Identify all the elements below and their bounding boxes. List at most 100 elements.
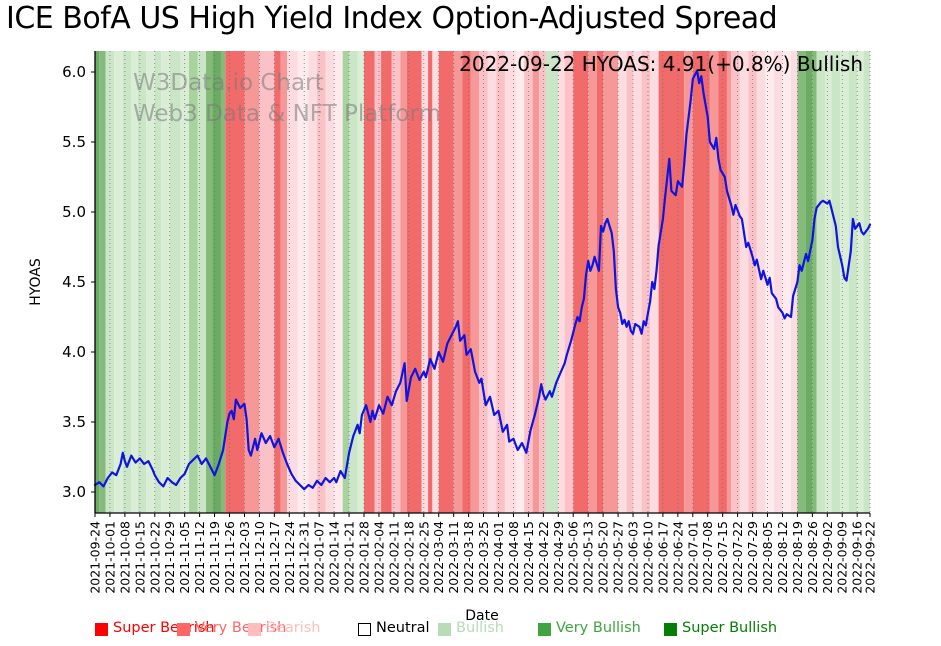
sentiment-band bbox=[539, 51, 546, 513]
sentiment-band bbox=[325, 51, 335, 513]
y-tick-label: 5.5 bbox=[62, 133, 86, 151]
x-tick-label: 2022-07-29 bbox=[745, 521, 760, 594]
sentiment-band bbox=[421, 51, 429, 513]
sentiment-band bbox=[603, 51, 619, 513]
sentiment-band bbox=[726, 51, 732, 513]
sentiment-band bbox=[684, 51, 693, 513]
sentiment-band bbox=[169, 51, 181, 513]
sentiment-band bbox=[782, 51, 792, 513]
sentiment-band bbox=[840, 51, 849, 513]
y-tick-label: 3.5 bbox=[62, 413, 86, 431]
legend-label: Bearish bbox=[266, 620, 321, 636]
legend-swatch bbox=[538, 623, 551, 636]
x-tick-label: 2021-10-22 bbox=[147, 521, 162, 594]
x-tick-label: 2021-12-24 bbox=[282, 521, 297, 594]
sentiment-band bbox=[114, 51, 123, 513]
sentiment-band bbox=[297, 51, 309, 513]
sentiment-band bbox=[739, 51, 749, 513]
x-tick-label: 2022-05-06 bbox=[566, 521, 581, 594]
x-tick-label: 2022-09-16 bbox=[850, 521, 865, 594]
x-tick-label: 2022-02-25 bbox=[416, 521, 431, 594]
sentiment-band bbox=[633, 51, 642, 513]
sentiment-band bbox=[406, 51, 422, 513]
sentiment-band bbox=[831, 51, 841, 513]
sentiment-band bbox=[564, 51, 574, 513]
sentiment-band bbox=[400, 51, 407, 513]
sentiment-band bbox=[317, 51, 326, 513]
sentiment-band bbox=[391, 51, 401, 513]
x-tick-label: 2021-11-12 bbox=[192, 521, 207, 594]
legend-swatch bbox=[438, 623, 451, 636]
sentiment-band bbox=[709, 51, 719, 513]
legend-swatch bbox=[248, 623, 261, 636]
sentiment-band bbox=[428, 51, 433, 513]
sentiment-band bbox=[438, 51, 454, 513]
x-tick-label: 2021-10-29 bbox=[162, 521, 177, 594]
legend-swatch bbox=[95, 623, 108, 636]
sentiment-band bbox=[797, 51, 806, 513]
sentiment-band bbox=[154, 51, 162, 513]
sentiment-band bbox=[524, 51, 533, 513]
sentiment-band bbox=[805, 51, 813, 513]
x-tick-label: 2022-05-27 bbox=[611, 521, 626, 594]
sentiment-band bbox=[496, 51, 505, 513]
x-tick-label: 2021-12-03 bbox=[237, 521, 252, 594]
x-tick-label: 2022-06-03 bbox=[626, 521, 641, 594]
sentiment-band bbox=[131, 51, 138, 513]
sentiment-band bbox=[220, 51, 226, 513]
x-tick-label: 2022-06-24 bbox=[670, 521, 685, 594]
x-tick-label: 2022-03-25 bbox=[476, 521, 491, 594]
x-tick-label: 2021-11-26 bbox=[222, 521, 237, 594]
sentiment-band bbox=[816, 51, 826, 513]
sentiment-band bbox=[364, 51, 375, 513]
x-tick-label: 2022-03-11 bbox=[446, 521, 461, 594]
sentiment-band bbox=[206, 51, 213, 513]
x-tick-label: 2022-05-13 bbox=[581, 521, 596, 594]
sentiment-band bbox=[122, 51, 132, 513]
gridlines-layer bbox=[94, 51, 871, 513]
sentiment-band bbox=[274, 51, 281, 513]
sentiment-band bbox=[146, 51, 155, 513]
sentiment-band bbox=[718, 51, 727, 513]
sentiment-band bbox=[308, 51, 318, 513]
x-tick-label: 2022-07-01 bbox=[685, 521, 700, 594]
x-tick-label: 2022-08-26 bbox=[805, 521, 820, 594]
sentiment-band bbox=[374, 51, 382, 513]
sentiment-band bbox=[692, 51, 710, 513]
sentiment-band bbox=[342, 51, 350, 513]
sentiment-band bbox=[618, 51, 627, 513]
sentiment-band bbox=[357, 51, 365, 513]
x-tick-label: 2022-02-04 bbox=[371, 521, 386, 594]
x-tick-label: 2022-01-07 bbox=[312, 521, 327, 594]
legend-swatch bbox=[664, 623, 677, 636]
y-tick-label: 6.0 bbox=[62, 63, 86, 81]
x-tick-label: 2022-04-15 bbox=[521, 521, 536, 594]
x-tick-label: 2022-09-22 bbox=[863, 521, 878, 594]
y-tick-label: 5.0 bbox=[62, 203, 86, 221]
sentiment-band bbox=[748, 51, 757, 513]
legend-label: Very Bullish bbox=[556, 620, 641, 636]
sentiment-band bbox=[791, 51, 798, 513]
x-tick-label: 2021-12-17 bbox=[267, 521, 282, 594]
page-title: ICE BofA US High Yield Index Option-Adju… bbox=[6, 1, 778, 36]
sentiment-band bbox=[470, 51, 480, 513]
sentiment-band bbox=[545, 51, 559, 513]
x-tick-label: 2021-11-19 bbox=[207, 521, 222, 594]
sentiment-band bbox=[225, 51, 245, 513]
x-tick-label: 2021-10-15 bbox=[132, 521, 147, 594]
x-tick-label: 2022-02-11 bbox=[386, 521, 401, 594]
x-tick-label: 2021-12-10 bbox=[252, 521, 267, 594]
sentiment-band bbox=[773, 51, 783, 513]
x-ticks-layer: 2021-09-24 2021-10-01 2021-10-08 2021-10-15… bbox=[88, 513, 878, 594]
x-tick-label: 2021-11-05 bbox=[177, 521, 192, 594]
sentiment-band bbox=[857, 51, 864, 513]
sentiment-band bbox=[515, 51, 525, 513]
x-tick-label: 2022-03-04 bbox=[431, 521, 446, 594]
sentiment-band bbox=[487, 51, 497, 513]
sentiment-band bbox=[334, 51, 343, 513]
sentiment-band bbox=[588, 51, 597, 513]
x-tick-label: 2021-10-08 bbox=[117, 521, 132, 594]
x-tick-label: 2022-01-21 bbox=[342, 521, 357, 594]
legend-swatch bbox=[358, 623, 371, 636]
